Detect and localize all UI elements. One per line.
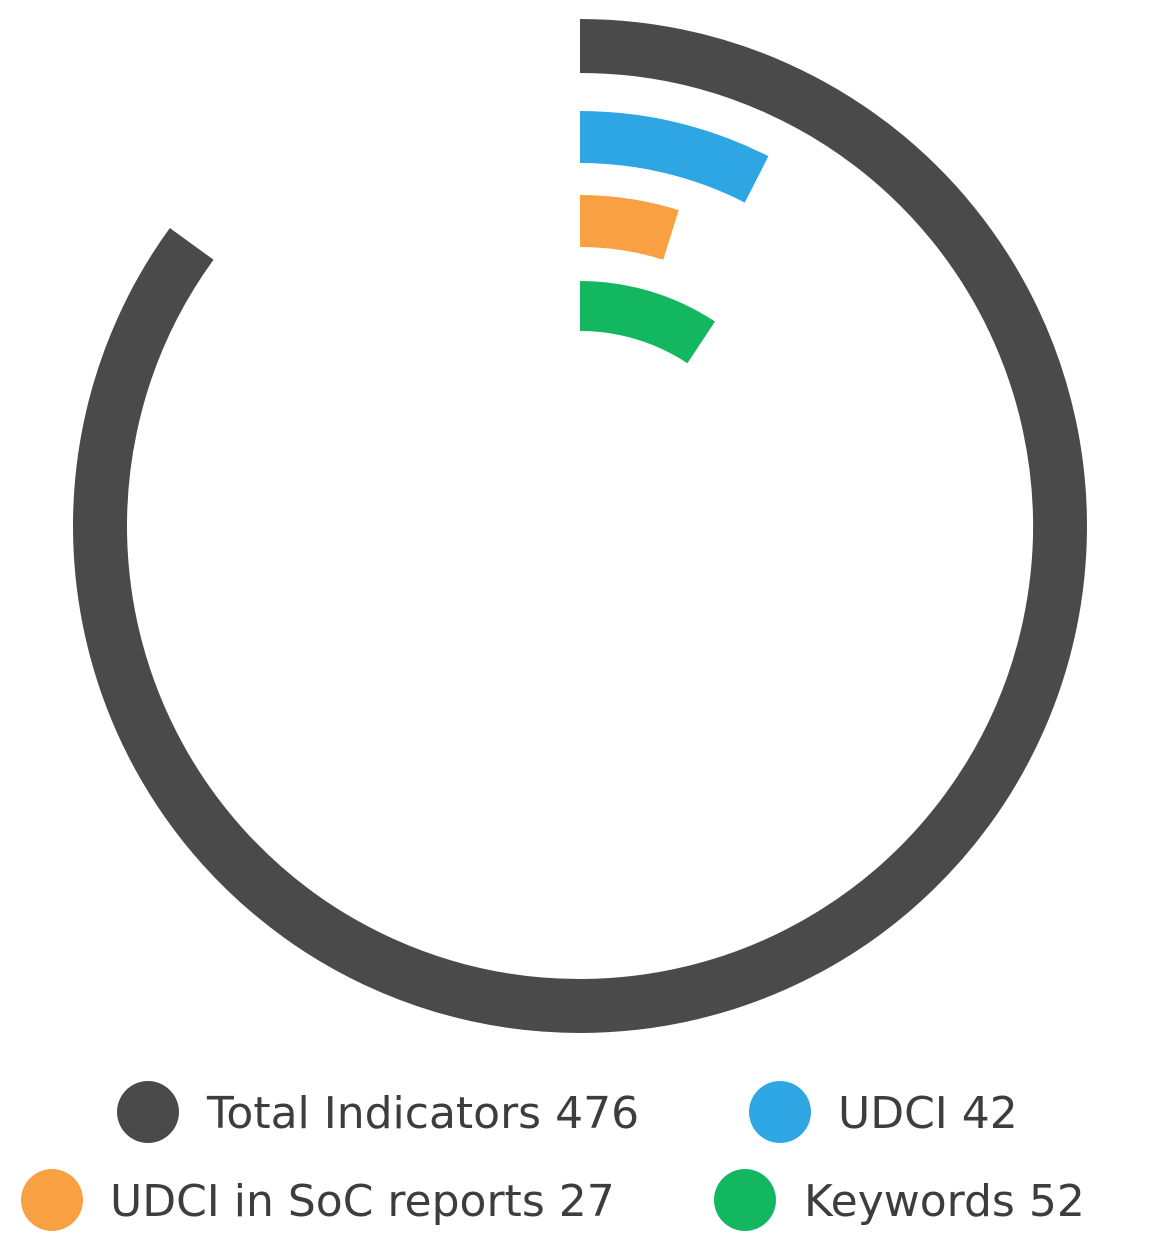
legend-swatch-total-indicators (117, 1081, 179, 1143)
radial-bar-udci (579, 111, 769, 203)
radial-bar-total-indicators (73, 19, 1087, 1033)
legend: Total Indicators 476 UDCI 42 UDCI in SoC… (21, 1081, 1085, 1231)
legend-item-total-indicators: Total Indicators 476 (117, 1081, 639, 1143)
legend-label-udci: UDCI 42 (838, 1088, 1018, 1139)
legend-swatch-udci (749, 1081, 811, 1143)
radial-bar-udci-in-soc-reports (579, 195, 679, 260)
legend-label-total-indicators: Total Indicators 476 (206, 1088, 639, 1139)
legend-item-udci: UDCI 42 (749, 1081, 1018, 1143)
legend-swatch-udci-in-soc-reports (21, 1169, 83, 1231)
legend-label-udci-in-soc-reports: UDCI in SoC reports 27 (110, 1176, 615, 1227)
radial-bars (73, 19, 1087, 1033)
radial-bar-keywords (579, 281, 715, 364)
legend-label-keywords: Keywords 52 (804, 1176, 1085, 1227)
legend-item-udci-in-soc-reports: UDCI in SoC reports 27 (21, 1169, 615, 1231)
legend-item-keywords: Keywords 52 (714, 1169, 1085, 1231)
legend-swatch-keywords (714, 1169, 776, 1231)
